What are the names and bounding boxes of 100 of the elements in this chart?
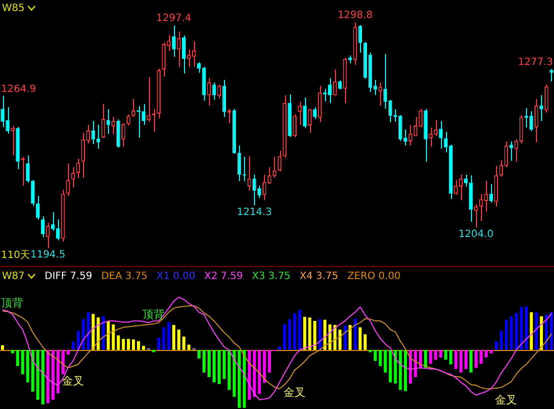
text: X1 0.00 bbox=[156, 270, 196, 284]
candlestick bbox=[6, 106, 10, 134]
bar bbox=[268, 350, 271, 372]
candlestick bbox=[86, 124, 90, 144]
annotation: 1214.3 bbox=[236, 206, 272, 218]
candlestick bbox=[268, 166, 272, 185]
bar bbox=[208, 350, 211, 378]
bar bbox=[132, 339, 135, 350]
bar bbox=[449, 350, 452, 364]
bar bbox=[378, 350, 382, 366]
bar bbox=[524, 306, 528, 350]
bar bbox=[72, 342, 75, 350]
bar bbox=[514, 312, 518, 350]
bar bbox=[484, 350, 488, 358]
candlestick bbox=[298, 101, 302, 126]
bar bbox=[419, 350, 422, 368]
annotation: 1204.0 bbox=[458, 229, 494, 240]
bar bbox=[82, 319, 85, 350]
bar bbox=[126, 338, 130, 350]
bar bbox=[464, 350, 468, 370]
bar bbox=[248, 350, 251, 400]
bar bbox=[439, 350, 442, 358]
candlestick bbox=[262, 174, 266, 201]
candlestick bbox=[146, 76, 150, 122]
bar bbox=[520, 307, 523, 350]
annotation: 金叉 bbox=[62, 374, 84, 388]
bar bbox=[500, 330, 503, 350]
bar bbox=[202, 350, 206, 372]
bar bbox=[429, 350, 432, 364]
bar bbox=[348, 324, 352, 350]
bar bbox=[374, 350, 377, 361]
text: W85 bbox=[2, 3, 26, 15]
bar bbox=[454, 350, 458, 370]
candlestick bbox=[142, 103, 146, 126]
bar bbox=[228, 350, 231, 390]
bar bbox=[434, 350, 438, 360]
bar bbox=[172, 324, 176, 350]
bar bbox=[444, 350, 448, 360]
text: X4 3.75 bbox=[300, 270, 338, 284]
text: X3 3.75 bbox=[252, 270, 291, 284]
candlestick bbox=[217, 84, 221, 99]
candlestick bbox=[50, 212, 55, 232]
candlestick bbox=[418, 108, 422, 128]
bar bbox=[16, 350, 20, 366]
text: W87 bbox=[2, 270, 26, 284]
bar bbox=[293, 313, 296, 350]
annotation: 1264.9 bbox=[1, 84, 36, 96]
candlestick bbox=[540, 94, 544, 122]
bar bbox=[408, 350, 412, 384]
candlestick bbox=[428, 127, 432, 148]
bar bbox=[61, 350, 64, 374]
bar bbox=[469, 350, 472, 372]
candlestick bbox=[0, 95, 4, 128]
candlestick bbox=[358, 24, 362, 54]
bar bbox=[404, 350, 407, 392]
candlestick bbox=[278, 150, 282, 172]
bar bbox=[197, 350, 200, 359]
bar bbox=[474, 350, 478, 368]
candlestick bbox=[192, 40, 196, 68]
bar bbox=[540, 316, 543, 350]
candlestick bbox=[71, 166, 75, 188]
annotation: 1298.8 bbox=[338, 10, 373, 22]
bar bbox=[76, 330, 80, 350]
bar bbox=[278, 346, 282, 350]
candlestick bbox=[464, 174, 468, 187]
candlestick bbox=[292, 114, 297, 138]
bar bbox=[318, 319, 322, 350]
bar bbox=[142, 346, 146, 350]
candlestick bbox=[186, 48, 191, 68]
bar bbox=[106, 320, 110, 350]
candlestick bbox=[479, 193, 483, 222]
bar bbox=[177, 330, 180, 350]
bar bbox=[92, 314, 95, 350]
candlestick bbox=[76, 158, 80, 179]
bar bbox=[358, 327, 362, 350]
bar bbox=[338, 330, 342, 350]
bar bbox=[504, 320, 508, 350]
bar bbox=[238, 350, 241, 408]
bar bbox=[222, 350, 226, 379]
bar bbox=[288, 319, 292, 350]
bar bbox=[459, 350, 462, 372]
bar bbox=[323, 320, 326, 350]
bar bbox=[116, 335, 120, 350]
text: X2 7.59 bbox=[204, 270, 243, 284]
bar bbox=[530, 312, 533, 350]
candlestick bbox=[404, 129, 408, 146]
bar bbox=[242, 350, 246, 408]
annotation: 金叉 bbox=[284, 386, 306, 400]
bar bbox=[162, 327, 166, 350]
bar bbox=[51, 350, 54, 400]
bar bbox=[534, 312, 538, 350]
bar bbox=[167, 322, 170, 350]
bar bbox=[490, 350, 493, 354]
bar bbox=[56, 350, 60, 394]
bar bbox=[494, 341, 498, 350]
candlestick bbox=[534, 98, 538, 143]
candlestick bbox=[56, 219, 60, 241]
candlestick bbox=[333, 68, 337, 96]
bar bbox=[21, 350, 24, 374]
bar bbox=[303, 316, 306, 350]
